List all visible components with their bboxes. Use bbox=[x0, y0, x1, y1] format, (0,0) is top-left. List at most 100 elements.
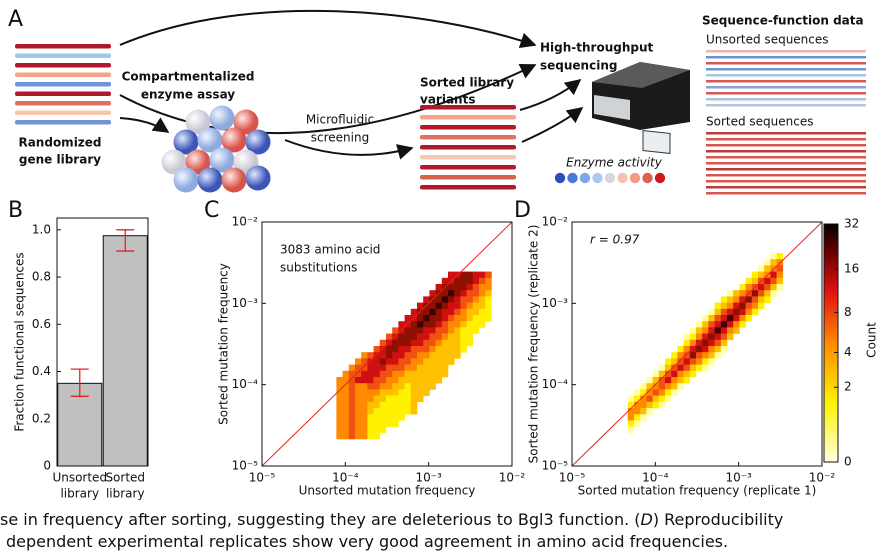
activity-dot bbox=[642, 173, 652, 183]
heatmap-cell bbox=[367, 389, 374, 396]
heatmap-cell bbox=[405, 389, 412, 396]
heatmap-cell bbox=[708, 327, 715, 334]
heatmap-cell bbox=[405, 396, 412, 403]
sorted-stripe bbox=[420, 185, 516, 190]
heatmap-cell bbox=[392, 408, 399, 415]
heatmap-cell bbox=[467, 303, 474, 310]
heatmap-cell bbox=[721, 296, 728, 303]
heatmap-cell bbox=[392, 365, 399, 372]
heatmap-cell bbox=[423, 365, 430, 372]
heatmap-cell bbox=[448, 321, 455, 328]
heatmap-cell bbox=[777, 265, 784, 272]
heatmap-cell bbox=[715, 309, 722, 316]
heatmap-cell bbox=[758, 296, 765, 303]
heatmap-cell bbox=[398, 352, 405, 359]
heatmap-cell bbox=[374, 383, 381, 390]
caption-text: D bbox=[641, 510, 653, 529]
activity-dot bbox=[592, 173, 602, 183]
heatmap-cell bbox=[417, 352, 424, 359]
heatmap-cell bbox=[485, 290, 492, 297]
heatmap-cell bbox=[349, 383, 356, 390]
heatmap-cell bbox=[752, 290, 759, 297]
heatmap-cell bbox=[721, 321, 728, 328]
heatmap-cell bbox=[764, 265, 771, 272]
heatmap-cell bbox=[405, 402, 412, 409]
sorted-stripe bbox=[420, 165, 516, 170]
heatmap-cell bbox=[411, 358, 418, 365]
heatmap-cell bbox=[467, 272, 474, 279]
sequence-line bbox=[706, 98, 866, 101]
figure: ARandomizedgene libraryCompartmentalized… bbox=[0, 0, 886, 555]
sorted-stripe bbox=[420, 155, 516, 160]
heatmap-cell bbox=[411, 340, 418, 347]
heatmap-cell bbox=[343, 389, 350, 396]
heatmap-cell bbox=[721, 340, 728, 347]
assay-text: Compartmentalized bbox=[122, 70, 255, 84]
heatmap-cell bbox=[417, 303, 424, 310]
heatmap-cell bbox=[411, 309, 418, 316]
heatmap-cell bbox=[454, 309, 461, 316]
heatmap-cell bbox=[473, 303, 480, 310]
heatmap-cell bbox=[659, 365, 666, 372]
heatmap-cell bbox=[702, 321, 709, 328]
colorbar-tick-label: 4 bbox=[844, 345, 852, 359]
heatmap-cell bbox=[684, 371, 691, 378]
heatmap-cell bbox=[442, 309, 449, 316]
heatmap-cell bbox=[343, 371, 350, 378]
heatmap-cell bbox=[429, 383, 436, 390]
heatmap-cell bbox=[417, 383, 424, 390]
heatmap-cell bbox=[429, 327, 436, 334]
heatmap-cell bbox=[479, 296, 486, 303]
heatmap-cell bbox=[398, 334, 405, 341]
heatmap-cell bbox=[721, 309, 728, 316]
heatmap-cell bbox=[429, 346, 436, 353]
unsorted-heading: Unsorted sequences bbox=[706, 33, 829, 47]
annotation: substitutions bbox=[280, 261, 357, 275]
heatmap-cell bbox=[367, 402, 374, 409]
heatmap-cell bbox=[739, 315, 746, 322]
heatmap-cell bbox=[677, 383, 684, 390]
heatmap-cell bbox=[733, 321, 740, 328]
sequence-line bbox=[706, 174, 866, 177]
heatmap-cell bbox=[343, 420, 350, 427]
heatmap-cell bbox=[696, 346, 703, 353]
heatmap-cell bbox=[411, 377, 418, 384]
heatmap-cell bbox=[392, 396, 399, 403]
heatmap-cell bbox=[752, 303, 759, 310]
library-text: gene library bbox=[19, 153, 101, 167]
droplet bbox=[174, 168, 199, 193]
heatmap-cell bbox=[442, 278, 449, 285]
heatmap-cell bbox=[634, 396, 641, 403]
heatmap-cell bbox=[380, 346, 387, 353]
heatmap-cell bbox=[671, 377, 678, 384]
caption-text: dependent experimental replicates show v… bbox=[6, 532, 728, 551]
heatmap-cell bbox=[473, 278, 480, 285]
heatmap-cell bbox=[727, 296, 734, 303]
sequence-line bbox=[706, 104, 866, 107]
heatmap-cell bbox=[702, 352, 709, 359]
x-tick-label: 10⁻⁴ bbox=[642, 471, 669, 485]
heatmap-cell bbox=[423, 327, 430, 334]
heatmap-cell bbox=[454, 334, 461, 341]
heatmap-cell bbox=[460, 321, 467, 328]
sequence-line bbox=[706, 132, 866, 135]
heatmap-cell bbox=[752, 296, 759, 303]
x-tick-label: Unsorted bbox=[52, 471, 107, 485]
heatmap-cell bbox=[436, 327, 443, 334]
heatmap-cell bbox=[758, 284, 765, 291]
heatmap-cell bbox=[374, 420, 381, 427]
colorbar bbox=[824, 224, 838, 462]
sequence-line bbox=[706, 168, 866, 171]
data-title: Sequence-function data bbox=[702, 14, 864, 28]
heatmap-cell bbox=[411, 352, 418, 359]
sorted-heading: Sorted sequences bbox=[706, 115, 814, 129]
heatmap-cell bbox=[349, 389, 356, 396]
heatmap-cell bbox=[429, 334, 436, 341]
heatmap-cell bbox=[770, 253, 777, 260]
heatmap-cell bbox=[467, 334, 474, 341]
heatmap-cell bbox=[355, 383, 362, 390]
y-tick-label: 10⁻⁴ bbox=[232, 377, 259, 391]
heatmap-cell bbox=[442, 358, 449, 365]
activity-dot bbox=[630, 173, 640, 183]
heatmap-cell bbox=[739, 284, 746, 291]
